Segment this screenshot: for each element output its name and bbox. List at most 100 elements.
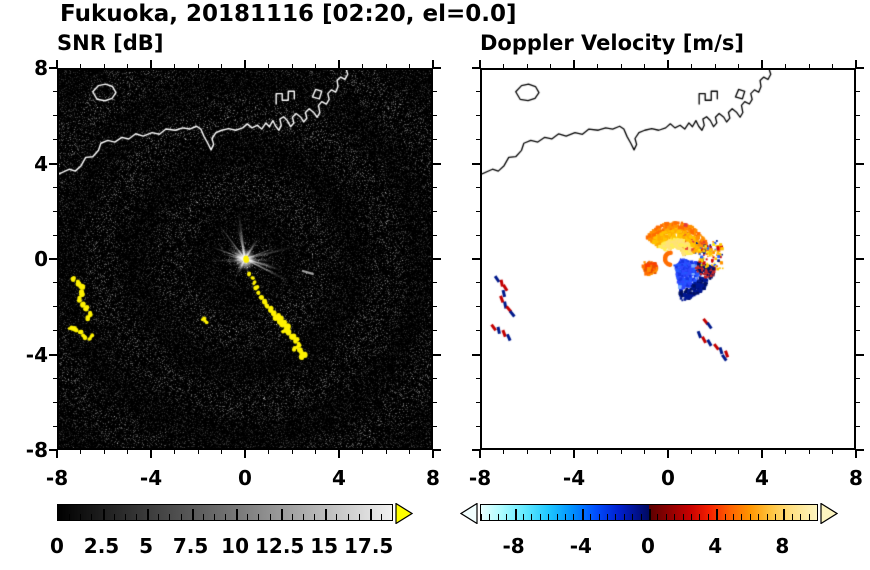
colorbar-tick xyxy=(724,514,726,520)
axis-tick xyxy=(338,60,340,68)
colorbar-tick xyxy=(69,514,71,520)
axis-tick xyxy=(832,450,833,454)
colorbar-tick xyxy=(147,509,150,520)
axis-tick xyxy=(433,162,441,165)
axis-tick xyxy=(53,210,57,212)
axis-tick xyxy=(315,64,316,68)
colorbar-tick xyxy=(649,509,651,520)
doppler-colorbar-labels: -8 -4 0 4 8 xyxy=(480,534,818,562)
colorbar-tick xyxy=(766,514,768,520)
colorbar-tick xyxy=(573,514,575,520)
x-axis-label: 0 xyxy=(661,466,675,490)
axis-tick xyxy=(127,450,128,454)
axis-tick xyxy=(221,64,222,68)
axis-tick xyxy=(53,139,57,141)
colorbar-tick xyxy=(80,514,82,520)
axis-tick xyxy=(476,210,480,212)
axis-tick xyxy=(433,67,441,69)
axis-tick xyxy=(56,450,58,458)
colorbar-tick xyxy=(225,514,226,520)
x-axis-label: -8 xyxy=(468,466,492,490)
axis-tick xyxy=(221,450,222,454)
axis-tick xyxy=(338,450,340,458)
doppler-plot-panel xyxy=(472,60,864,458)
axis-tick xyxy=(433,449,441,451)
axis-tick xyxy=(268,450,269,454)
colorbar-tick xyxy=(481,514,482,520)
y-axis-label: -4 xyxy=(25,342,48,367)
colorbar-tick xyxy=(113,514,115,520)
axis-tick xyxy=(476,234,480,236)
axis-tick xyxy=(785,64,786,68)
axis-tick xyxy=(49,449,57,451)
axis-tick xyxy=(476,377,480,379)
axis-tick xyxy=(808,64,810,68)
axis-tick xyxy=(433,377,437,379)
colorbar-tick xyxy=(325,509,328,520)
doppler-colorbar-under-arrow-icon xyxy=(460,503,478,524)
axis-tick xyxy=(691,450,692,454)
colorbar-tick xyxy=(236,509,239,520)
axis-tick xyxy=(573,60,575,68)
axis-tick xyxy=(856,425,860,427)
axis-tick xyxy=(476,330,480,332)
axis-tick xyxy=(174,64,175,68)
y-axis-label: 8 xyxy=(34,56,48,80)
axis-tick xyxy=(433,353,441,356)
axis-tick xyxy=(856,377,860,379)
colorbar-tick-label: 15 xyxy=(310,534,339,558)
colorbar-tick xyxy=(302,514,304,520)
axis-tick xyxy=(855,60,857,68)
axis-tick xyxy=(476,282,480,284)
colorbar-tick xyxy=(615,514,617,520)
colorbar-tick-label: 8 xyxy=(775,534,790,558)
axis-tick xyxy=(856,330,860,332)
axis-tick xyxy=(644,64,645,68)
colorbar-tick xyxy=(247,514,249,520)
x-axis-label: -8 xyxy=(45,466,69,490)
colorbar-tick xyxy=(135,514,137,520)
doppler-colorbar-gradient xyxy=(480,504,818,521)
axis-tick xyxy=(433,282,437,284)
axis-tick xyxy=(597,450,598,454)
colorbar-tick-label: -8 xyxy=(502,534,525,558)
axis-tick xyxy=(53,306,57,308)
axis-tick xyxy=(503,450,504,454)
colorbar-tick xyxy=(716,509,719,520)
colorbar-tick xyxy=(556,514,558,520)
axis-tick xyxy=(244,60,246,68)
colorbar-tick xyxy=(531,514,533,520)
x-axis-label: 4 xyxy=(755,466,769,490)
axis-tick xyxy=(472,162,480,165)
colorbar-tick xyxy=(691,514,692,520)
axis-tick xyxy=(53,330,57,332)
axis-tick xyxy=(433,139,437,141)
colorbar-tick xyxy=(581,509,584,520)
axis-tick xyxy=(738,450,739,454)
axis-tick xyxy=(174,450,175,454)
axis-tick xyxy=(856,306,860,308)
axis-tick xyxy=(667,450,669,458)
axis-tick xyxy=(53,115,57,117)
axis-tick xyxy=(315,450,316,454)
axis-tick xyxy=(103,64,105,68)
colorbar-tick-label: 12.5 xyxy=(255,534,305,558)
x-axis-label: -4 xyxy=(562,466,586,490)
colorbar-tick xyxy=(607,514,608,520)
colorbar-tick xyxy=(280,509,283,520)
colorbar-tick xyxy=(392,514,393,520)
colorbar-tick-label: 0 xyxy=(50,534,64,558)
colorbar-tick xyxy=(258,514,260,520)
colorbar-tick xyxy=(291,514,293,520)
axis-tick xyxy=(526,64,528,68)
colorbar-tick-label: 0 xyxy=(641,534,655,558)
axis-tick xyxy=(53,425,57,427)
axis-tick xyxy=(472,67,480,69)
colorbar-tick xyxy=(489,514,491,520)
axis-tick xyxy=(80,64,81,68)
colorbar-tick xyxy=(800,514,802,520)
figure-title: Fukuoka, 20181116 [02:20, el=0.0] xyxy=(60,1,517,27)
snr-plot-canvas xyxy=(59,70,431,448)
colorbar-tick xyxy=(347,514,349,520)
axis-tick xyxy=(856,210,860,212)
